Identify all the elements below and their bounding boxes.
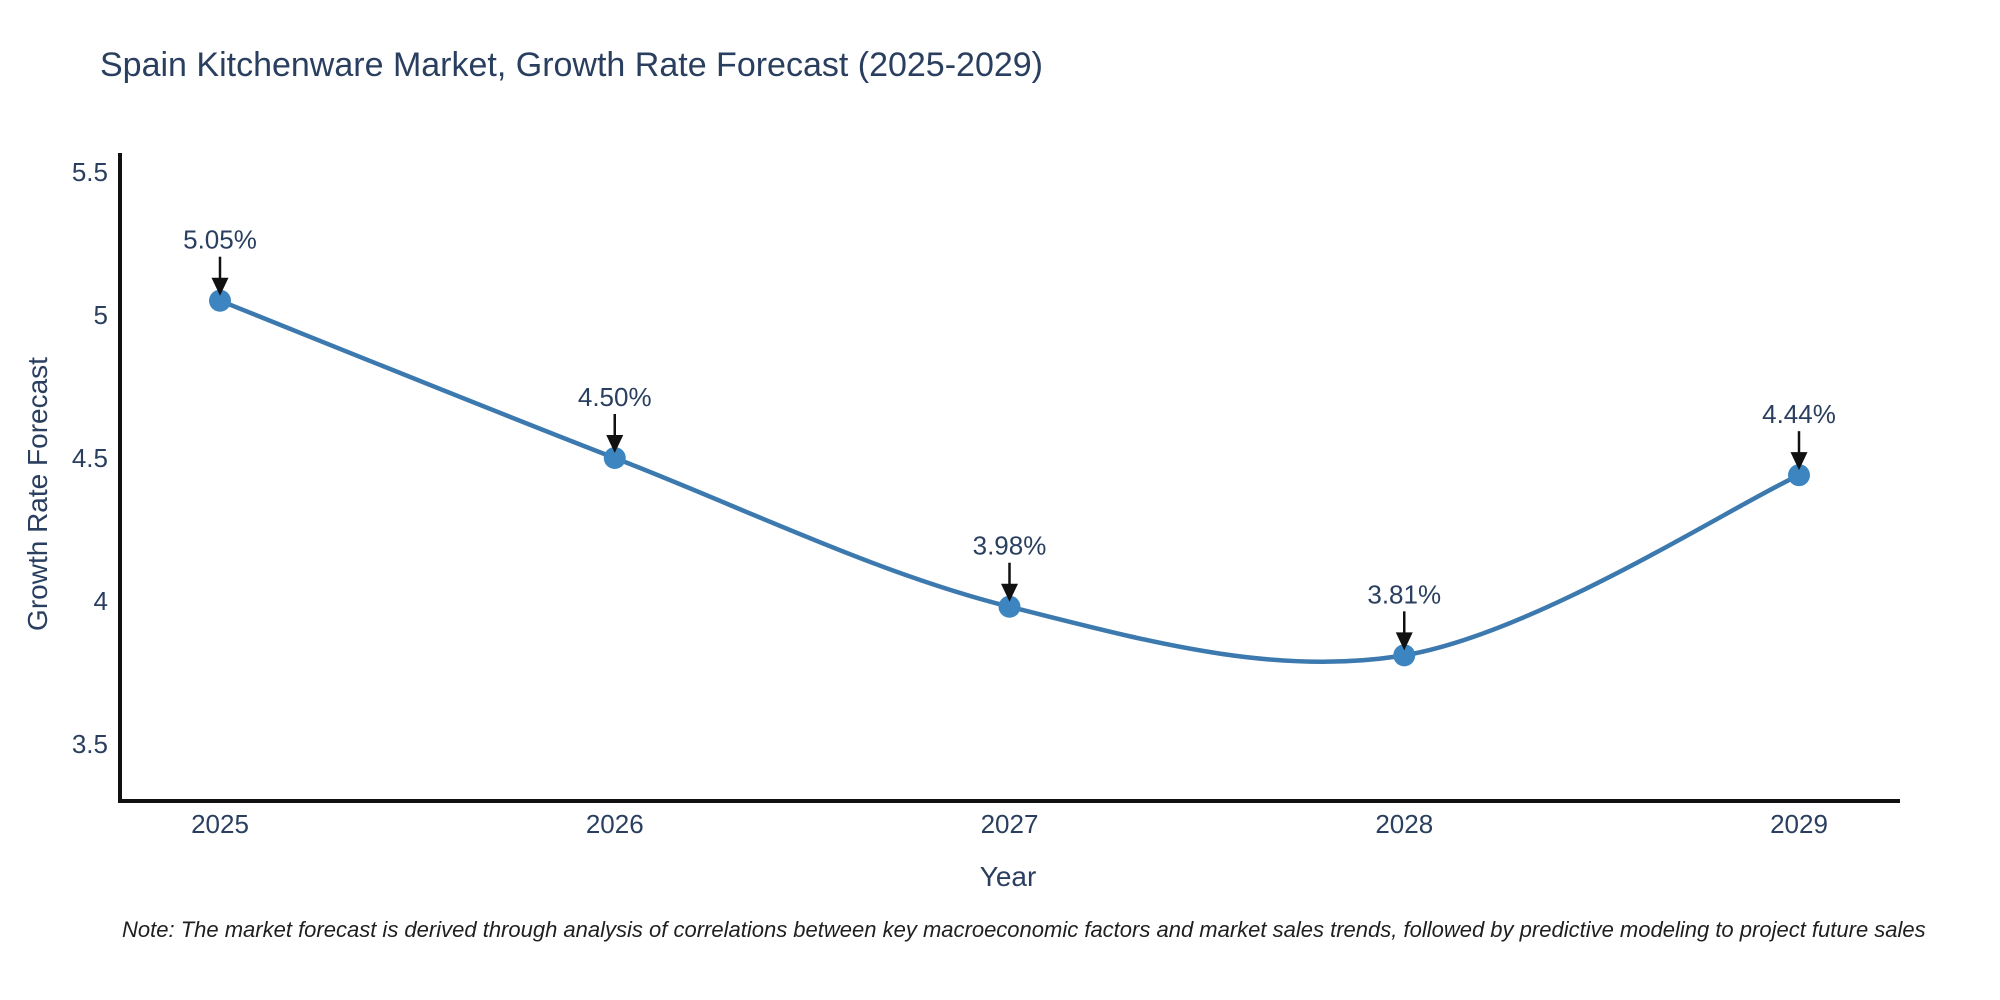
x-axis-title: Year xyxy=(979,861,1037,892)
annotation-arrowhead-2028 xyxy=(1395,632,1413,651)
x-tick-label-2029: 2029 xyxy=(1770,809,1828,839)
chart-title: Spain Kitchenware Market, Growth Rate Fo… xyxy=(100,46,1044,84)
y-tick-label-5.5: 5.5 xyxy=(72,157,108,187)
annotation-arrowhead-2029 xyxy=(1790,452,1808,471)
annotation-label-2025: 5.05% xyxy=(183,225,257,255)
annotation-label-2026: 4.50% xyxy=(578,382,652,412)
annotation-arrowhead-2025 xyxy=(211,277,229,296)
annotation-label-2028: 3.81% xyxy=(1367,579,1441,609)
y-tick-label-5: 5 xyxy=(94,300,108,330)
footnote: Note: The market forecast is derived thr… xyxy=(122,917,1926,942)
data-point-2026 xyxy=(603,447,626,469)
y-tick-label-4.5: 4.5 xyxy=(72,443,108,473)
data-point-2027 xyxy=(998,595,1021,618)
x-tick-label-2028: 2028 xyxy=(1375,809,1433,839)
data-point-2029 xyxy=(1788,464,1810,487)
annotation-label-2029: 4.44% xyxy=(1762,399,1836,429)
y-tick-label-4: 4 xyxy=(94,586,108,616)
x-tick-label-2027: 2027 xyxy=(981,809,1039,839)
y-tick-label-3.5: 3.5 xyxy=(72,729,108,759)
annotation-arrowhead-2026 xyxy=(606,435,624,453)
data-point-2025 xyxy=(209,289,231,312)
annotation-label-2027: 3.98% xyxy=(973,531,1047,561)
annotation-arrowhead-2027 xyxy=(1001,583,1018,602)
data-point-2028 xyxy=(1393,644,1416,667)
x-tick-label-2026: 2026 xyxy=(586,809,644,839)
x-tick-label-2025: 2025 xyxy=(191,809,249,839)
